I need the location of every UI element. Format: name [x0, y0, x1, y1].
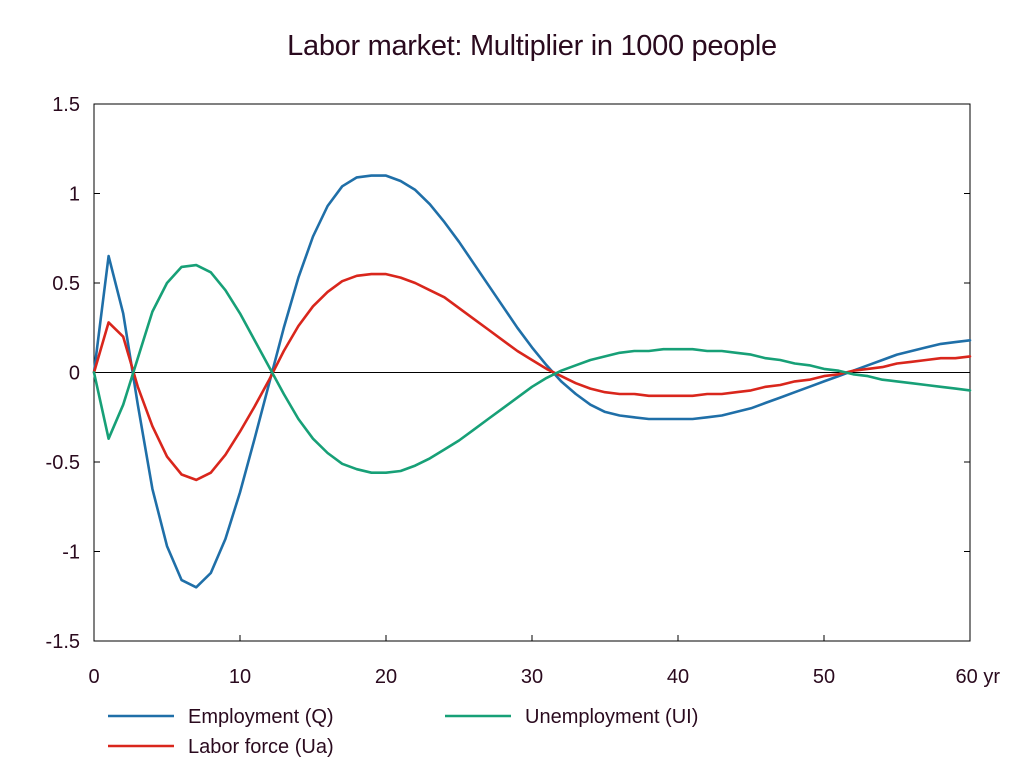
y-tick-label: -1.5 — [46, 631, 80, 653]
y-tick-label: 1.5 — [52, 94, 80, 116]
x-tick-label: 0 — [88, 666, 99, 688]
series-line-unemployment-ui — [92, 263, 972, 475]
x-tick-label: 60 yr — [956, 666, 1001, 688]
legend: Employment (Q) Unemployment (UI) Labor for… — [108, 706, 698, 758]
legend-label: Unemployment (UI) — [525, 706, 698, 728]
axes-layer: 1.5 1 0.5 0 -0.5 -1 -1.5 0 10 20 30 40 50 60 yr — [46, 94, 1001, 688]
series-line-labor-force-ua — [92, 272, 972, 482]
x-tick-label: 20 — [375, 666, 397, 688]
legend-label: Labor force (Ua) — [188, 736, 334, 758]
series-layer — [92, 174, 972, 589]
y-tick-label: 0.5 — [52, 273, 80, 295]
x-tick-label: 10 — [229, 666, 251, 688]
y-tick-label: 0 — [69, 363, 80, 385]
y-tick-label: -1 — [62, 542, 80, 564]
legend-label: Employment (Q) — [188, 706, 334, 728]
series-line-employment-q — [92, 174, 972, 589]
y-tick-label: 1 — [69, 184, 80, 206]
chart-title: Labor market: Multiplier in 1000 people — [287, 30, 777, 62]
y-tick-label: -0.5 — [46, 452, 80, 474]
x-tick-label: 50 — [813, 666, 835, 688]
x-tick-label: 40 — [667, 666, 689, 688]
x-tick-label: 30 — [521, 666, 543, 688]
